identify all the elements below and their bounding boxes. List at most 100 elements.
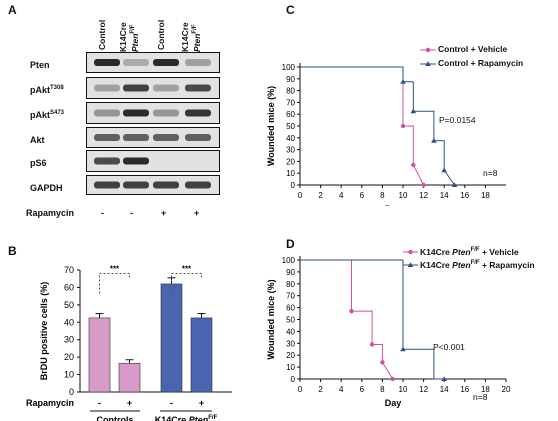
blot-band bbox=[153, 109, 179, 117]
western-blot bbox=[86, 52, 220, 195]
c-point bbox=[421, 182, 426, 188]
blot-band bbox=[185, 59, 211, 66]
b-y-tick-label: 20 bbox=[64, 352, 74, 362]
panel-a-letter: A bbox=[8, 3, 17, 17]
sign-a-2: - bbox=[130, 208, 133, 218]
c-series-2 bbox=[300, 66, 455, 186]
blot-band bbox=[94, 109, 120, 117]
d-x-tick-label: 12 bbox=[419, 385, 428, 394]
b-y-axis-label: BrDU positive cells (%) bbox=[39, 282, 49, 381]
b-y-tick-label: 50 bbox=[64, 300, 74, 310]
c-point bbox=[400, 78, 406, 84]
b-sign: + bbox=[199, 398, 204, 408]
blot-band bbox=[123, 59, 149, 66]
c-x-tick-label: 6 bbox=[360, 191, 365, 200]
d-y-tick-label: 0 bbox=[291, 375, 296, 384]
b-sig-bracket bbox=[99, 272, 130, 294]
d-y-tick-label: 30 bbox=[286, 339, 295, 348]
d-x-tick-label: 16 bbox=[460, 385, 469, 394]
blot-band bbox=[94, 59, 120, 66]
d-legend-marker-1 bbox=[408, 249, 413, 255]
c-legend-marker-2 bbox=[425, 61, 431, 66]
c-y-tick-label: 40 bbox=[286, 134, 295, 143]
blot-band bbox=[94, 181, 120, 189]
b-sign: + bbox=[127, 398, 132, 408]
c-y-tick-label: 70 bbox=[286, 98, 295, 107]
d-x-axis-label: Day bbox=[385, 398, 402, 408]
d-x-tick-label: 14 bbox=[440, 385, 449, 394]
blot-band bbox=[123, 181, 149, 189]
c-legend-marker-1 bbox=[425, 47, 431, 53]
c-point bbox=[441, 167, 447, 173]
row-label-pten: Pten bbox=[30, 60, 50, 70]
c-point bbox=[400, 123, 406, 129]
d-x-tick-label: 18 bbox=[481, 385, 490, 394]
rapamycin-label-b: Rapamycin bbox=[26, 398, 74, 408]
b-bar-2 bbox=[118, 362, 141, 393]
d-point bbox=[380, 360, 385, 365]
b-sig-bracket bbox=[171, 272, 202, 294]
c-point bbox=[411, 162, 416, 168]
survival-chart-c: 0 10 20 30 40 50 60 70 80 90 100 0 2 4 6 8 10 12 14 16 18 Day… bbox=[266, 47, 506, 206]
c-x-tick-label: 14 bbox=[440, 191, 449, 200]
blot-band bbox=[123, 134, 149, 141]
panel-b-letter: B bbox=[8, 244, 17, 258]
d-series-1 bbox=[300, 259, 394, 380]
blot-band bbox=[185, 84, 211, 92]
d-point bbox=[400, 346, 406, 352]
b-sig-stars: *** bbox=[182, 264, 192, 273]
c-y-tick-label: 100 bbox=[282, 63, 296, 72]
c-y-tick-label: 10 bbox=[286, 169, 295, 178]
sign-a-4: + bbox=[194, 208, 200, 218]
d-x-tick-label: 10 bbox=[399, 385, 408, 394]
d-x-tick-label: 6 bbox=[360, 385, 365, 394]
d-x-tick-label: 20 bbox=[502, 385, 511, 394]
d-point bbox=[441, 376, 447, 381]
blot-band bbox=[153, 181, 179, 189]
d-y-tick-label: 100 bbox=[282, 256, 296, 265]
c-x-tick-label: 4 bbox=[339, 191, 344, 200]
survival-chart-d: 0 10 20 30 40 50 60 70 80 90 100 0 2 4 6 8 10 12 14 16 18 20 D… bbox=[266, 249, 511, 408]
row-label-akt: Akt bbox=[30, 135, 45, 145]
c-y-tick-label: 50 bbox=[286, 122, 295, 131]
d-x-tick-label: 4 bbox=[339, 385, 344, 394]
row-label-gapdh: GAPDH bbox=[30, 183, 63, 193]
blot-band bbox=[94, 84, 120, 92]
panel-c-letter: C bbox=[286, 3, 295, 17]
c-y-tick-label: 80 bbox=[286, 87, 295, 96]
b-sign: - bbox=[170, 398, 173, 408]
blot-row-4 bbox=[86, 150, 220, 172]
b-sign: - bbox=[98, 398, 101, 408]
c-point bbox=[431, 137, 437, 143]
c-point bbox=[410, 108, 417, 114]
d-x-tick-label: 8 bbox=[380, 385, 385, 394]
c-x-tick-label: 18 bbox=[481, 191, 490, 200]
bar-chart: 0 10 20 30 40 50 60 70 BrDU positive cells (%) **… bbox=[26, 264, 232, 421]
blot-band bbox=[153, 84, 179, 92]
sign-a-1: - bbox=[101, 208, 104, 218]
b-y-tick-label: 10 bbox=[64, 370, 74, 380]
b-y-tick-label: 40 bbox=[64, 317, 74, 327]
rapamycin-label-a: Rapamycin bbox=[26, 208, 75, 218]
row-label-ps6: pS6 bbox=[30, 158, 47, 168]
blot-band bbox=[185, 181, 211, 189]
d-y-tick-label: 10 bbox=[286, 363, 295, 372]
blot-band bbox=[123, 84, 149, 92]
d-x-tick-label: 0 bbox=[298, 385, 303, 394]
sign-a-3: + bbox=[161, 208, 167, 218]
pvalue-d: P<0.001 bbox=[433, 342, 465, 352]
b-y-tick-label: 60 bbox=[64, 282, 74, 292]
legend-d-rapamycin: K14Cre PtenF/F + Rapamycin bbox=[420, 260, 535, 270]
b-bar-4 bbox=[190, 317, 213, 393]
pvalue-c: P=0.0154 bbox=[439, 115, 476, 125]
blot-band bbox=[94, 134, 120, 141]
c-x-tick-label: 12 bbox=[419, 191, 428, 200]
c-x-tick-label: 2 bbox=[318, 191, 323, 200]
d-y-tick-label: 70 bbox=[286, 292, 295, 301]
blot-band bbox=[123, 157, 149, 165]
c-y-tick-label: 30 bbox=[286, 146, 295, 155]
row-label-pakt-t308: pAktT308 bbox=[30, 85, 64, 95]
blot-band bbox=[94, 157, 120, 165]
n-d: n=8 bbox=[473, 392, 488, 402]
d-y-tick-label: 40 bbox=[286, 327, 295, 336]
